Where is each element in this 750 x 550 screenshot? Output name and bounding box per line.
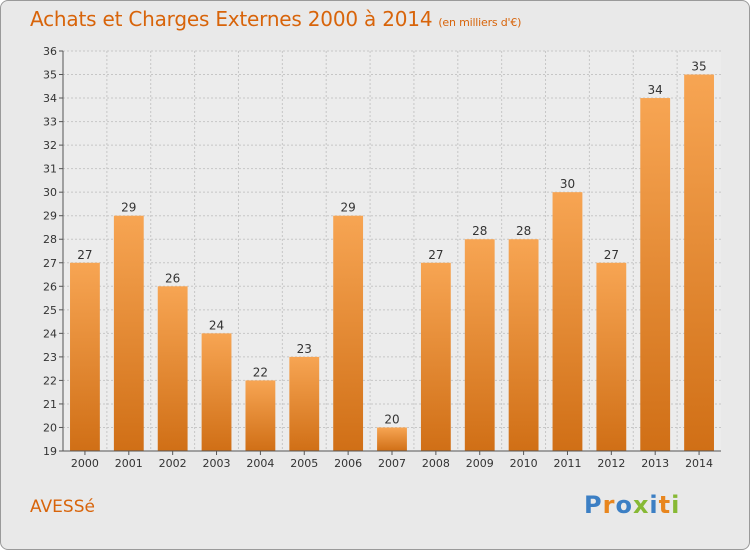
data-label-2001: 29 [121, 201, 136, 215]
data-label-2008: 27 [428, 248, 443, 262]
data-label-2014: 35 [691, 60, 706, 74]
brand-logo: Proxiti [584, 491, 681, 519]
data-label-2003: 24 [209, 318, 224, 332]
bar-2009 [464, 239, 495, 451]
y-tick-label: 21 [43, 398, 57, 411]
x-tick-label-2005: 2005 [290, 457, 318, 470]
y-tick-label: 19 [43, 445, 57, 458]
city-name: AVESSé [30, 497, 95, 517]
data-label-2009: 28 [472, 224, 487, 238]
x-tick-label-2010: 2010 [510, 457, 538, 470]
data-label-2004: 22 [253, 365, 268, 379]
y-tick-label: 32 [43, 139, 57, 152]
x-tick-label-2001: 2001 [115, 457, 143, 470]
x-tick-label-2008: 2008 [422, 457, 450, 470]
bar-2004 [245, 380, 276, 451]
bar-2000 [70, 262, 100, 451]
bar-2002 [157, 286, 188, 451]
x-tick-label-2014: 2014 [685, 457, 713, 470]
bar-2001 [113, 215, 144, 451]
data-label-2000: 27 [77, 248, 92, 262]
data-label-2013: 34 [648, 83, 663, 97]
bar-2008 [420, 262, 451, 451]
y-tick-label: 28 [43, 233, 57, 246]
x-tick-label-2009: 2009 [466, 457, 494, 470]
bar-2013 [640, 98, 671, 451]
chart-title-row: Achats et Charges Externes 2000 à 2014 (e… [30, 7, 521, 31]
data-label-2006: 29 [340, 201, 355, 215]
x-tick-label-2013: 2013 [641, 457, 669, 470]
data-label-2010: 28 [516, 224, 531, 238]
y-tick-label: 31 [43, 163, 57, 176]
y-tick-label: 26 [43, 280, 57, 293]
data-label-2005: 23 [297, 342, 312, 356]
x-tick-label-2000: 2000 [71, 457, 99, 470]
x-tick-label-2004: 2004 [246, 457, 274, 470]
x-tick-label-2011: 2011 [553, 457, 581, 470]
data-label-2007: 20 [384, 412, 399, 426]
y-tick-label: 25 [43, 304, 57, 317]
y-tick-label: 36 [43, 45, 57, 58]
y-tick-label: 29 [43, 210, 57, 223]
x-tick-label-2006: 2006 [334, 457, 362, 470]
chart-title: Achats et Charges Externes 2000 à 2014 [30, 7, 433, 31]
bar-2003 [201, 333, 232, 451]
y-tick-label: 33 [43, 116, 57, 129]
bar-2014 [684, 74, 714, 451]
y-tick-label: 27 [43, 257, 57, 270]
bar-2011 [552, 192, 583, 452]
bar-2012 [596, 262, 627, 451]
bar-2007 [377, 427, 407, 451]
y-tick-label: 23 [43, 351, 57, 364]
y-tick-label: 24 [43, 327, 57, 340]
x-tick-label-2003: 2003 [203, 457, 231, 470]
y-tick-label: 22 [43, 374, 57, 387]
bar-2010 [508, 239, 539, 451]
y-tick-label: 35 [43, 69, 57, 82]
x-tick-label-2007: 2007 [378, 457, 406, 470]
chart-subtitle: (en milliers d'€) [438, 16, 522, 29]
data-label-2002: 26 [165, 271, 180, 285]
data-label-2012: 27 [604, 248, 619, 262]
data-label-2011: 30 [560, 177, 575, 191]
bar-2005 [289, 356, 320, 451]
x-tick-label-2002: 2002 [159, 457, 187, 470]
y-tick-label: 30 [43, 186, 57, 199]
y-tick-label: 34 [43, 92, 57, 105]
bar-2006 [333, 215, 364, 451]
y-tick-label: 20 [43, 421, 57, 434]
x-tick-label-2012: 2012 [597, 457, 625, 470]
